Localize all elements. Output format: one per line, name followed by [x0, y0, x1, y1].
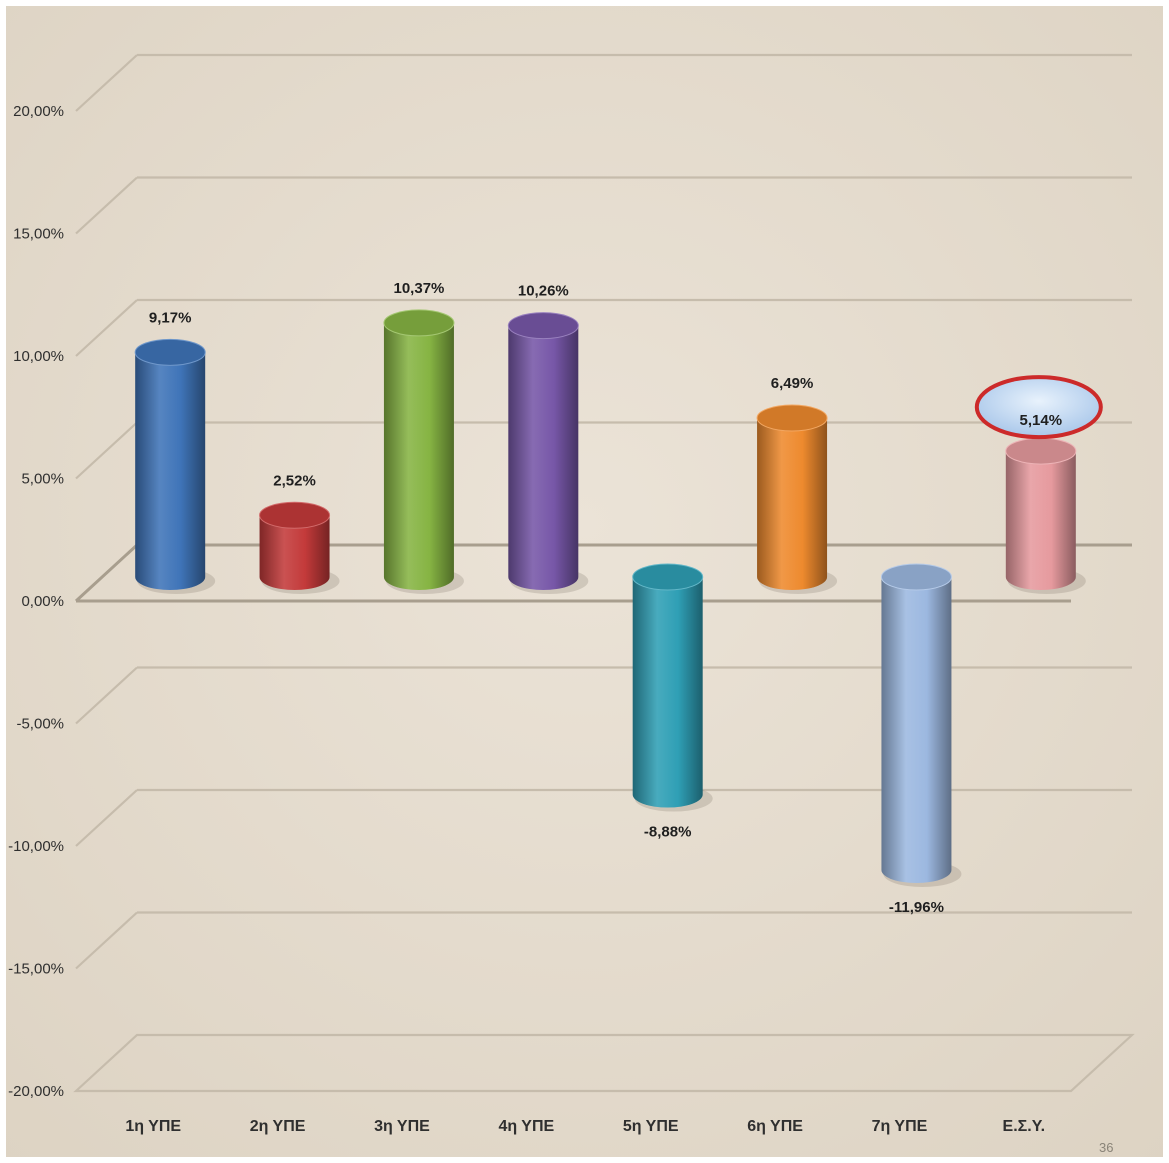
x-category-label: 2η ΥΠΕ [250, 1118, 306, 1135]
data-label: 5,14% [1020, 412, 1063, 429]
y-tick-label: -5,00% [16, 716, 64, 733]
bar-8 [1005, 437, 1086, 594]
x-category-label: Ε.Σ.Υ. [1003, 1118, 1046, 1135]
bar-body [508, 325, 579, 591]
x-category-label: 6η ΥΠΕ [747, 1118, 803, 1135]
y-tick-label: 10,00% [13, 348, 64, 365]
bar-top [880, 563, 952, 591]
bar-body [259, 515, 330, 591]
bar-3 [383, 309, 464, 594]
x-category-label: 7η ΥΠΕ [872, 1118, 928, 1135]
bar-top [134, 338, 206, 366]
x-axis: 1η ΥΠΕ 2η ΥΠΕ 3η ΥΠΕ 4η ΥΠΕ 5η ΥΠΕ 6η ΥΠΕ 7η Υ… [125, 1118, 1045, 1135]
bar-body [1005, 451, 1076, 591]
bar-body [135, 352, 206, 591]
bar-6 [756, 404, 838, 594]
bar-top [507, 312, 579, 340]
page-number: 36 [1099, 1140, 1113, 1155]
bar-body [383, 322, 454, 591]
y-tick-label: -15,00% [8, 961, 64, 978]
y-tick-label: -20,00% [8, 1083, 64, 1100]
bar-4 [507, 312, 589, 594]
data-label: -8,88% [644, 824, 692, 841]
data-label: 2,52% [273, 472, 316, 489]
data-label: 10,26% [518, 283, 569, 300]
data-label: 9,17% [149, 309, 192, 326]
bar-top [632, 563, 704, 591]
y-tick-label: 15,00% [13, 226, 64, 243]
y-tick-label: -10,00% [8, 838, 64, 855]
bars [134, 309, 1086, 888]
bar-top [756, 404, 828, 432]
bar-top [383, 309, 455, 337]
bar-1 [134, 338, 216, 594]
data-label: 10,37% [394, 280, 445, 297]
gridline-side [74, 543, 139, 603]
floor-plane [73, 1033, 1135, 1093]
bar-7 [880, 563, 962, 888]
y-axis: 20,00% 15,00% 10,00% 5,00% 0,00% -5,00% -10,00… [8, 103, 64, 1100]
x-category-label: 3η ΥΠΕ [374, 1118, 430, 1135]
gridline-side [75, 176, 138, 235]
data-labels: 9,17% 2,52% 10,37% 10,26% -8,88% 6,49% -11,96%… [149, 280, 1103, 916]
gridline-side [75, 911, 138, 970]
y-tick-label: 20,00% [13, 103, 64, 120]
gridline-side [75, 666, 138, 725]
data-label: -11,96% [889, 899, 944, 916]
gridline-side [75, 421, 138, 480]
gridline-side [75, 789, 138, 847]
chart-area: 20,00% 15,00% 10,00% 5,00% 0,00% -5,00% -10,00… [6, 6, 1163, 1157]
x-category-label: 5η ΥΠΕ [623, 1118, 679, 1135]
bar-body [757, 417, 828, 591]
data-label: 6,49% [771, 375, 814, 392]
bar-top [259, 501, 331, 529]
y-tick-label: 0,00% [21, 593, 64, 610]
bar-top [1005, 437, 1077, 465]
gridline-side [75, 299, 138, 357]
bar-body [632, 577, 703, 808]
x-category-label: 4η ΥΠΕ [498, 1118, 554, 1135]
y-tick-label: 5,00% [21, 471, 64, 488]
bar-body [881, 577, 952, 884]
x-category-label: 1η ΥΠΕ [125, 1118, 181, 1135]
bar-chart: 20,00% 15,00% 10,00% 5,00% 0,00% -5,00% -10,00… [6, 6, 1163, 1157]
gridline-side [75, 54, 138, 112]
highlight-oval [974, 375, 1103, 440]
bar-2 [259, 501, 340, 594]
bar-5 [632, 563, 713, 812]
